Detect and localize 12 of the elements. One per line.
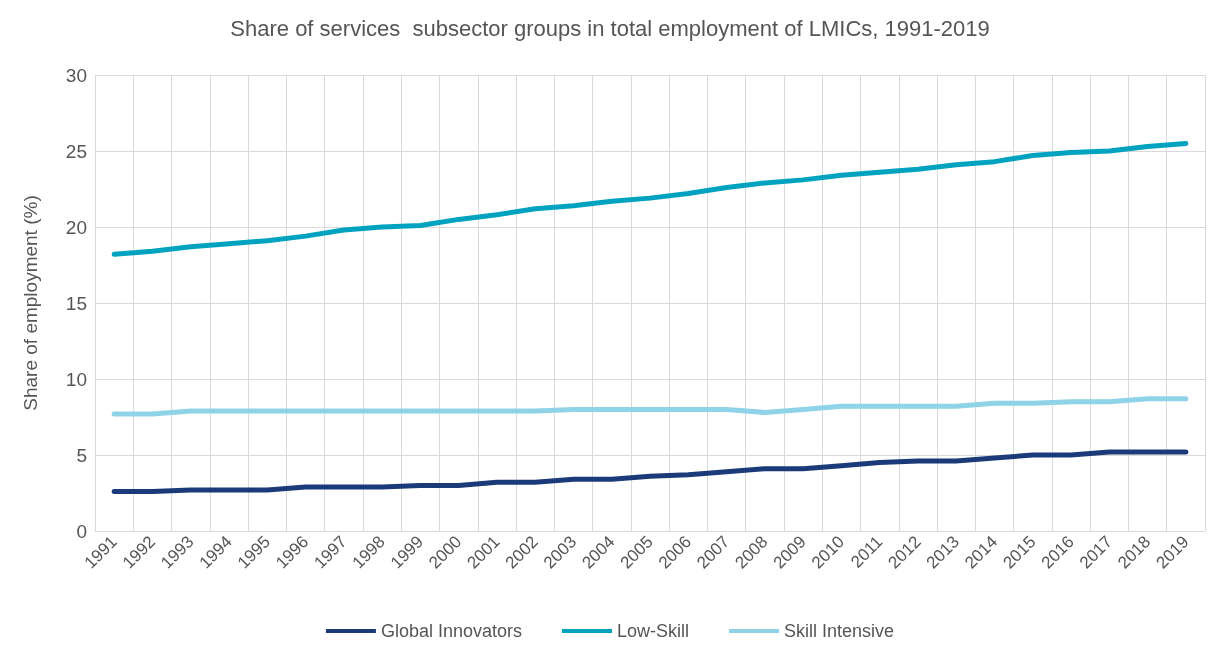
y-tick-label: 25 <box>65 140 87 162</box>
legend-label: Skill Intensive <box>784 621 895 641</box>
y-tick-label: 30 <box>65 64 87 86</box>
y-tick-label: 15 <box>65 292 87 314</box>
y-tick-label: 20 <box>65 216 87 238</box>
legend-label: Global Innovators <box>380 621 523 641</box>
legend-label: Low-Skill <box>617 621 690 641</box>
y-axis-title: Share of employment (%) <box>20 195 41 411</box>
y-tick-label: 0 <box>76 520 87 542</box>
y-tick-label: 10 <box>65 368 87 390</box>
chart-title: Share of services subsector groups in total employment of LMICs, 1991-2019 <box>230 15 990 41</box>
y-tick-label: 5 <box>76 444 87 466</box>
